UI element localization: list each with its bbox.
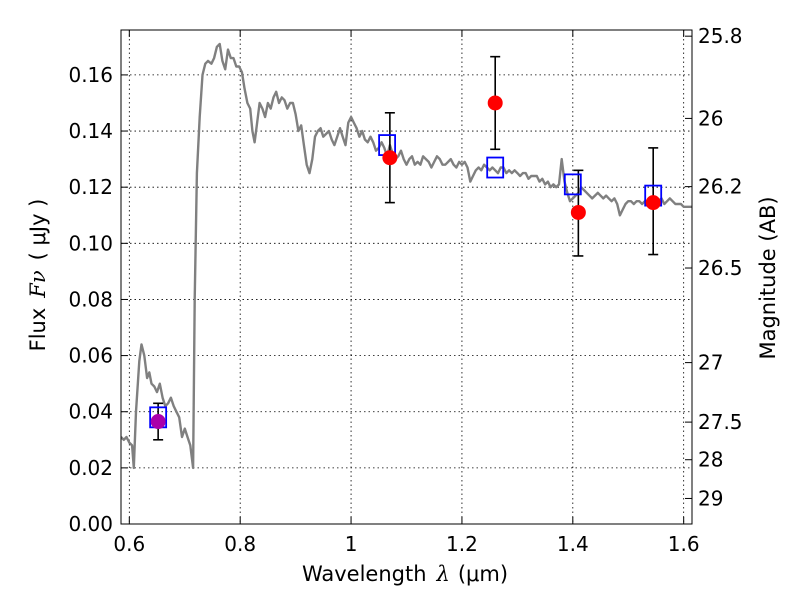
plot-frame xyxy=(120,29,693,525)
observed-photometry-point xyxy=(645,195,661,211)
y-axis-label-text: Flux xyxy=(26,308,50,352)
y-axis-title: Flux Fν ( μJy ) xyxy=(26,199,50,352)
x-tick-label: 1 xyxy=(345,532,358,556)
y-tick-label: 0.04 xyxy=(68,400,113,424)
x-tick-label: 1.4 xyxy=(557,532,589,556)
y-tick-label: 0.06 xyxy=(68,344,113,368)
y-axis-unit: ( μJy ) xyxy=(26,199,50,261)
y-tick-label: 0.02 xyxy=(68,456,113,480)
x-axis-title: Wavelength λ (μm) xyxy=(302,562,508,586)
plot-series xyxy=(121,42,692,470)
x-axis-unit: (μm) xyxy=(458,562,508,586)
y-tick-label: 0.12 xyxy=(68,175,113,199)
y2-tick-label: 27 xyxy=(698,351,723,375)
model-photometry-square xyxy=(486,156,505,179)
x-tick-label: 0.8 xyxy=(224,532,256,556)
x-tick-label: 1.6 xyxy=(668,532,700,556)
y2-tick-label: 27.5 xyxy=(698,410,743,434)
y-tick-label: 0.08 xyxy=(68,287,113,311)
x-axis-symbol: λ xyxy=(436,562,450,586)
y-tick-label: 0.10 xyxy=(68,231,113,255)
observed-photometry-point xyxy=(570,204,586,220)
y2-tick-label: 26.5 xyxy=(698,256,743,280)
y2-tick-label: 26.2 xyxy=(698,175,743,199)
y2-tick-label: 29 xyxy=(698,486,723,510)
observed-photometry-point xyxy=(150,414,166,430)
y2-tick-label: 28 xyxy=(698,448,723,472)
x-axis-label-text: Wavelength xyxy=(302,562,427,586)
y-axis-symbol: Fν xyxy=(26,270,50,299)
spectrum-line xyxy=(121,42,692,470)
y-tick-label: 0.14 xyxy=(68,119,113,143)
observed-photometry-point xyxy=(487,95,503,111)
model-photometry-square xyxy=(563,173,582,196)
y-tick-label: 0.00 xyxy=(68,512,113,536)
y2-tick-label: 26 xyxy=(698,106,723,130)
x-tick-label: 0.6 xyxy=(113,532,145,556)
observed-photometry-point xyxy=(382,150,398,166)
axis-ticks: 0.6 0.8 1 1.2 1.4 1.6 0.00 0.02 0.04 0.06 0.08 0.10… xyxy=(68,24,742,556)
y2-axis-title: Magnitude (AB) xyxy=(756,196,780,359)
x-tick-label: 1.2 xyxy=(446,532,478,556)
y2-tick-label: 25.8 xyxy=(698,24,743,48)
y-tick-label: 0.16 xyxy=(68,63,113,87)
